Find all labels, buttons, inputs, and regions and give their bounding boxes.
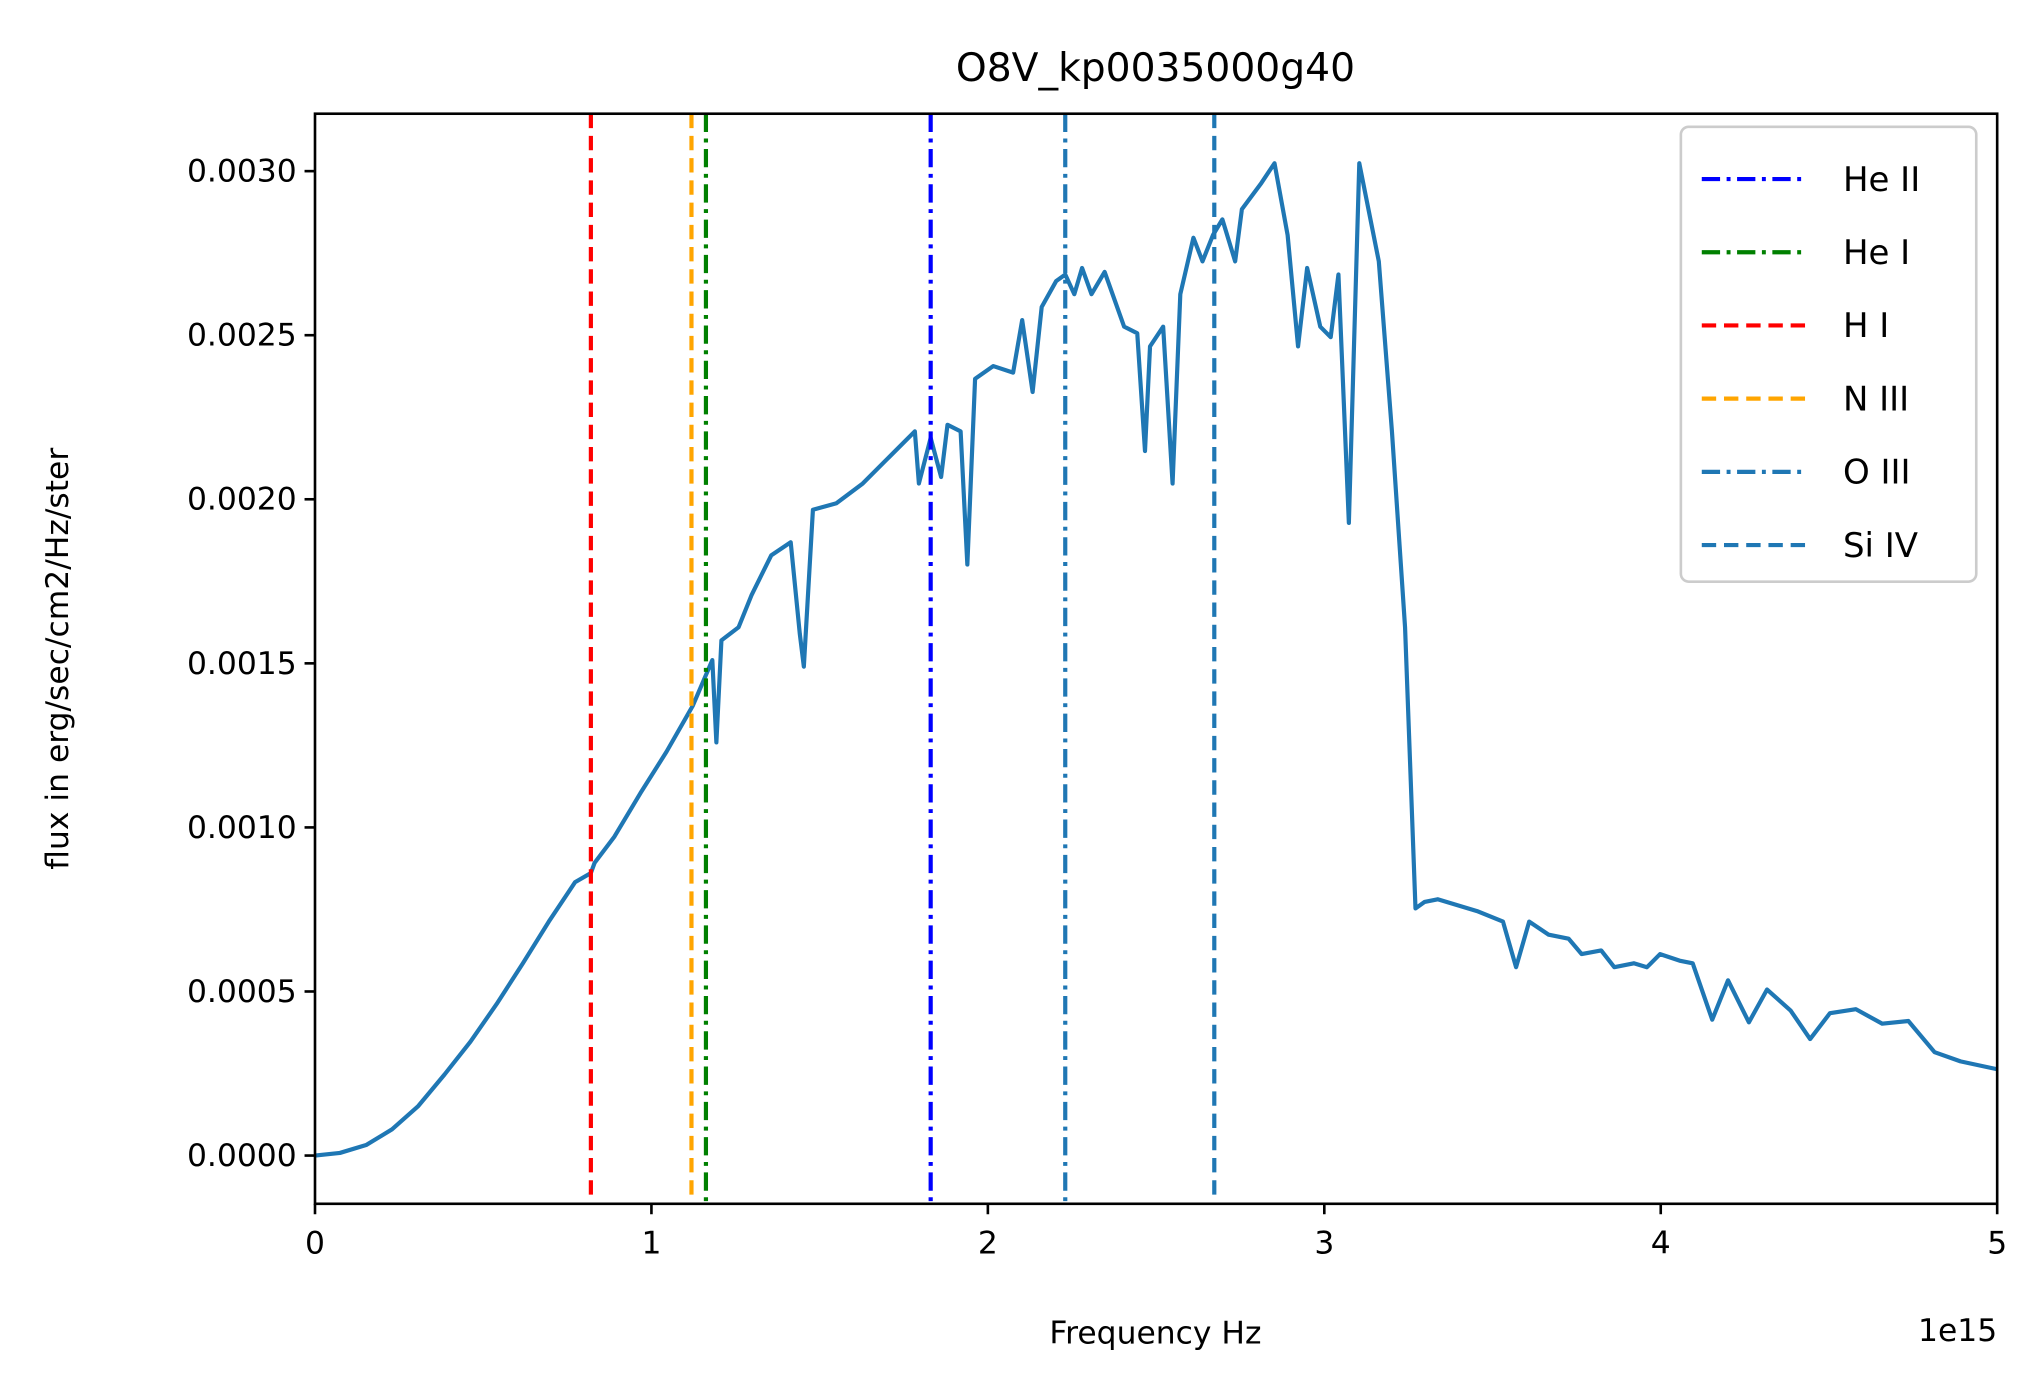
- x-tick-label: 5: [1987, 1225, 2007, 1261]
- x-tick-label: 2: [978, 1225, 998, 1261]
- legend-label: H I: [1843, 306, 1889, 346]
- legend-label: O III: [1843, 453, 1911, 493]
- x-tick-label: 4: [1651, 1225, 1671, 1261]
- y-tick-label: 0.0005: [187, 974, 297, 1010]
- legend-label: Si IV: [1843, 526, 1918, 566]
- x-tick-label: 1: [641, 1225, 661, 1261]
- plot-frame: [313, 112, 1999, 1206]
- y-tick-label: 0.0025: [187, 318, 297, 354]
- legend-label: N III: [1843, 379, 1909, 419]
- legend-label: He I: [1843, 233, 1910, 273]
- y-tick-label: 0.0030: [187, 154, 297, 190]
- legend-box: [1679, 125, 1978, 583]
- x-tick-label: 3: [1314, 1225, 1334, 1261]
- x-tick-label: 0: [305, 1225, 325, 1261]
- x-offset-label: 1e15: [1918, 1313, 1997, 1349]
- x-axis-label: Frequency Hz: [1049, 1316, 1261, 1352]
- spectrum-line: [314, 161, 1998, 1158]
- y-axis-label: flux in erg/sec/cm2/Hz/ster: [40, 448, 76, 870]
- y-tick-label: 0.0000: [187, 1138, 297, 1174]
- y-tick-label: 0.0010: [187, 810, 297, 846]
- chart-title: O8V_kp0035000g40: [956, 46, 1355, 91]
- y-tick-label: 0.0015: [187, 646, 297, 682]
- legend-label: He II: [1843, 160, 1920, 200]
- y-tick-label: 0.0020: [187, 482, 297, 518]
